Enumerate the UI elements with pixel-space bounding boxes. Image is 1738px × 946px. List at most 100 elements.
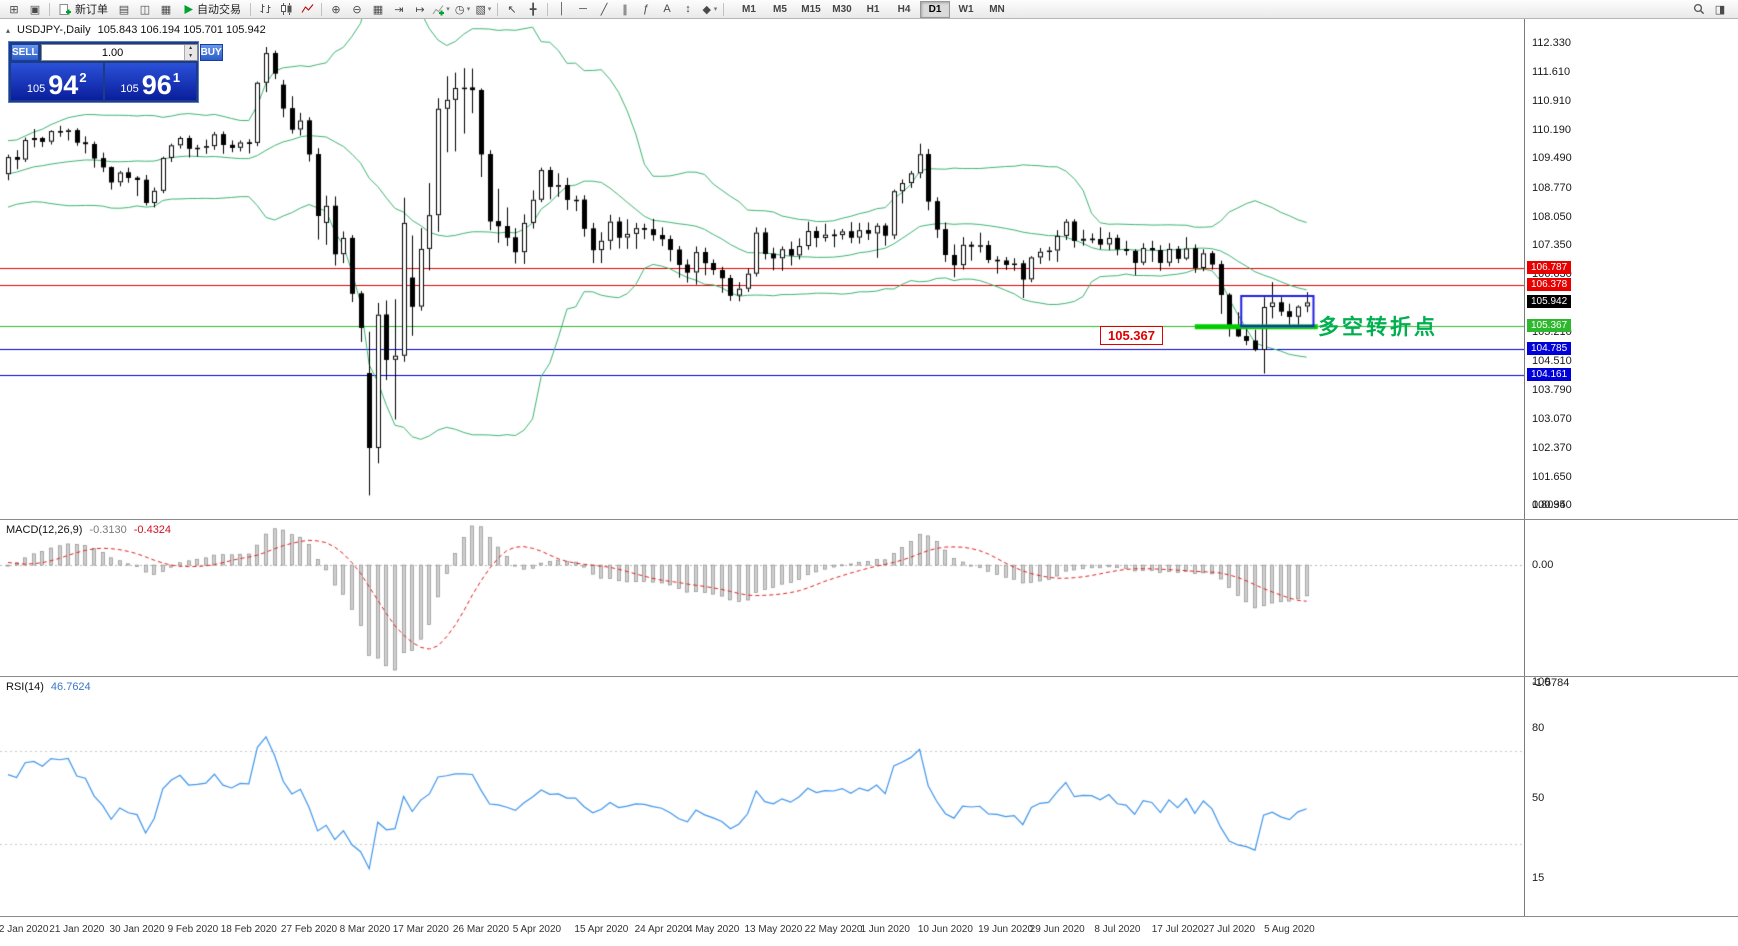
data-window-icon[interactable]: ◫ xyxy=(135,1,155,17)
pane-separator[interactable] xyxy=(0,916,1738,917)
price-scale-label: 110.910 xyxy=(1532,94,1571,107)
timeframe-h4-button[interactable]: H4 xyxy=(897,3,911,15)
toolbar-left-group: ⊞ ▣ 新订单 ▤ ◫ ▦ 自动交易 ⊕ ⊖ ▦ ⇥ ↦ ▾ ◷ ▾ ▧ ▾ ↖ ╋ │ ─ ╱ ∥ ƒ A ↕ ◆ ▾ xyxy=(4,1,727,17)
new-order-icon xyxy=(59,3,72,16)
date-label: 15 Apr 2020 xyxy=(574,924,629,935)
price-badge: 105.942 xyxy=(1527,295,1572,309)
new-order-button[interactable]: 新订单 xyxy=(54,1,113,17)
toolbar-separator xyxy=(497,2,498,16)
timeframe-m5-button[interactable]: M5 xyxy=(773,3,787,15)
arrow-objects-icon[interactable]: ↕ xyxy=(678,1,698,17)
date-label: 30 Jan 2020 xyxy=(109,924,165,935)
price-scale-label: 107.350 xyxy=(1532,239,1572,252)
pivot-annotation[interactable]: 多空转折点 xyxy=(1318,316,1438,339)
price-level-callout[interactable]: 105.367 xyxy=(1100,326,1163,345)
templates-icon[interactable]: ▧ ▾ xyxy=(473,1,493,17)
macd-indicator-label: MACD(12,26,9) -0.3130 -0.4324 xyxy=(6,524,171,536)
toolbar-separator xyxy=(49,2,50,16)
date-label: 19 Jun 2020 xyxy=(978,924,1034,935)
date-label: 8 Jul 2020 xyxy=(1094,924,1141,935)
price-badge: 106.787 xyxy=(1527,261,1572,275)
zoom-out-icon[interactable]: ⊖ xyxy=(347,1,367,17)
autotrading-play-icon xyxy=(182,4,194,15)
lot-size-field: ▲ ▼ xyxy=(40,44,198,61)
lot-increase-button[interactable]: ▲ xyxy=(184,45,197,53)
arrow-objects-icon: ↕ xyxy=(685,3,691,15)
autotrading-button[interactable]: 自动交易 xyxy=(177,1,246,17)
price-axis[interactable]: 112.330 111.610 110.910 110.190 109.490 108.7… xyxy=(1524,19,1738,916)
lot-size-input[interactable] xyxy=(41,45,184,60)
chart-shift-icon: ↦ xyxy=(415,3,425,16)
pane-separator[interactable] xyxy=(0,519,1738,520)
buy-price-big: 96 xyxy=(141,70,172,100)
rsi-indicator-label: RSI(14) 46.7624 xyxy=(6,681,91,693)
macd-signal-value: -0.4324 xyxy=(133,524,172,536)
timeframe-m30-button[interactable]: M30 xyxy=(832,3,852,15)
navigator-icon: ▦ xyxy=(160,3,172,16)
candlestick-chart-icon[interactable] xyxy=(276,1,296,17)
shapes-icon[interactable]: ◆ ▾ xyxy=(699,1,719,17)
buy-price-display[interactable]: 105 96 1 xyxy=(104,63,196,100)
timeframe-m1-button[interactable]: M1 xyxy=(742,3,756,15)
buy-button[interactable]: BUY xyxy=(199,44,223,61)
text-label-icon: A xyxy=(663,3,671,15)
auto-scroll-icon[interactable]: ⇥ xyxy=(389,1,409,17)
date-label: 13 May 2020 xyxy=(744,924,803,935)
chart-plot-area[interactable] xyxy=(0,19,1524,916)
toolbar-separator xyxy=(723,2,724,16)
pane-separator[interactable] xyxy=(0,676,1738,677)
timeframe-mn-button[interactable]: MN xyxy=(989,3,1005,15)
vertical-line-icon: │ xyxy=(558,3,566,15)
trendline-icon[interactable]: ╱ xyxy=(594,1,614,17)
data-window-icon: ◫ xyxy=(139,3,151,16)
quick-navigation-icon[interactable]: ◨ xyxy=(1710,1,1730,17)
channel-icon[interactable]: ∥ xyxy=(615,1,635,17)
line-chart-icon xyxy=(301,3,314,15)
tile-windows-icon: ▦ xyxy=(372,3,384,16)
macd-scale-label: 0.00 xyxy=(1532,559,1554,572)
rsi-scale-label: 50 xyxy=(1532,791,1545,804)
tile-windows-icon[interactable]: ▦ xyxy=(368,1,388,17)
line-chart-icon[interactable] xyxy=(297,1,317,17)
price-scale-label: 111.610 xyxy=(1532,66,1571,79)
price-scale-label: 103.790 xyxy=(1532,383,1572,396)
timeframe-d1-button[interactable]: D1 xyxy=(920,0,950,18)
price-badge: 106.378 xyxy=(1527,277,1572,291)
lot-decrease-button[interactable]: ▼ xyxy=(184,52,197,60)
date-label: 5 Apr 2020 xyxy=(512,924,562,935)
rsi-value: 46.7624 xyxy=(50,681,91,693)
horizontal-line-icon[interactable]: ─ xyxy=(573,1,593,17)
cursor-icon[interactable]: ↖ xyxy=(502,1,522,17)
date-label: 18 Feb 2020 xyxy=(220,924,277,935)
price-scale-label: 108.050 xyxy=(1532,210,1572,223)
timeframe-w1-button[interactable]: W1 xyxy=(958,3,974,15)
vertical-line-icon[interactable]: │ xyxy=(552,1,572,17)
profiles-icon[interactable]: ▣ xyxy=(25,1,45,17)
fibonacci-icon[interactable]: ƒ xyxy=(636,1,656,17)
date-label: 22 May 2020 xyxy=(804,924,863,935)
lot-spinner: ▲ ▼ xyxy=(183,45,197,60)
new-chart-icon[interactable]: ⊞ xyxy=(4,1,24,17)
indicators-icon[interactable]: ▾ xyxy=(431,1,451,17)
new-chart-icon: ⊞ xyxy=(9,3,19,16)
search-icon[interactable] xyxy=(1689,1,1709,17)
sell-button[interactable]: SELL xyxy=(11,44,39,61)
text-label-icon[interactable]: A xyxy=(657,1,677,17)
timeframe-h1-button[interactable]: H1 xyxy=(866,3,880,15)
chart-shift-icon[interactable]: ↦ xyxy=(410,1,430,17)
search-icon xyxy=(1693,3,1705,15)
crosshair-icon[interactable]: ╋ xyxy=(523,1,543,17)
sell-price-pip: 2 xyxy=(79,70,87,85)
price-scale-label: 108.770 xyxy=(1532,181,1572,194)
timeframe-m15-button[interactable]: M15 xyxy=(801,3,821,15)
bar-chart-icon[interactable] xyxy=(255,1,275,17)
periods-icon[interactable]: ◷ ▾ xyxy=(452,1,472,17)
sell-price-display[interactable]: 105 94 2 xyxy=(11,63,103,100)
price-scale-label: 102.370 xyxy=(1532,441,1572,454)
navigator-icon[interactable]: ▦ xyxy=(156,1,176,17)
zoom-in-icon[interactable]: ⊕ xyxy=(326,1,346,17)
sell-price-big: 94 xyxy=(48,70,79,100)
chart-symbol-header: ▴ USDJPY-,Daily 105.843 106.194 105.701 … xyxy=(6,24,266,36)
market-watch-icon[interactable]: ▤ xyxy=(114,1,134,17)
